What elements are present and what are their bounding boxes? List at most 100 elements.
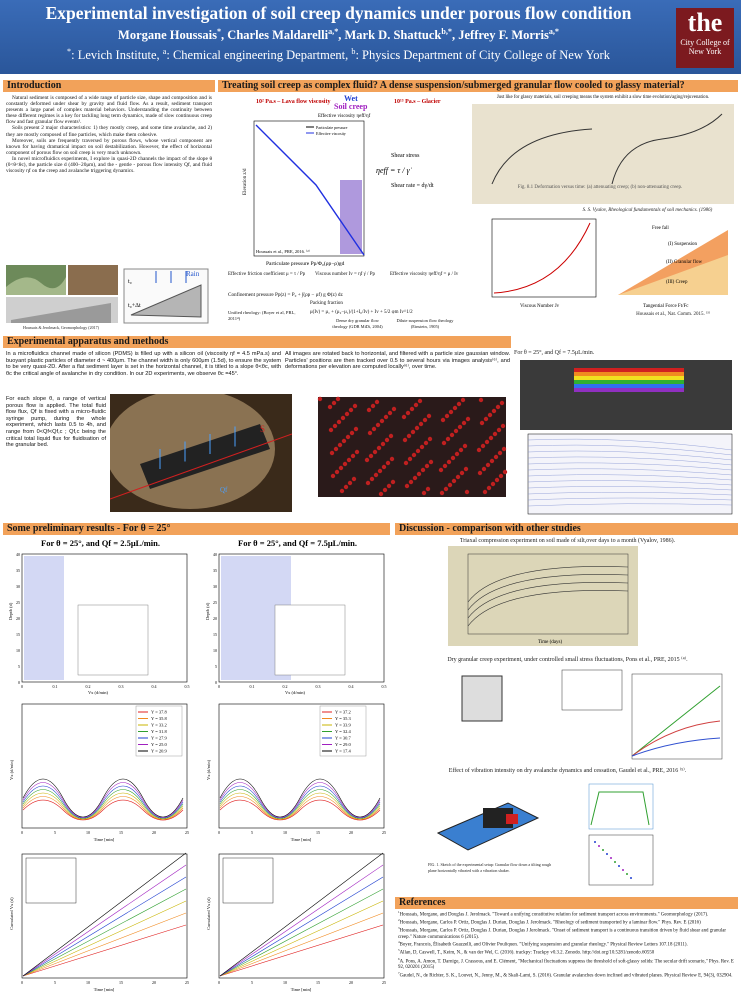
legend-label: Y = 33.2 (151, 723, 167, 728)
text: Effective friction coefficient μ = τ / P… (228, 272, 306, 277)
curve (631, 685, 721, 757)
label: Particulate pressure Pp/Φ₀(ρp−ρ)gd (266, 260, 345, 267)
particle (367, 430, 373, 436)
reference-text: Gaudel, N., de Richter, S. K., Louvet, N… (399, 973, 733, 979)
paragraph: Soils present 2 major characteristics: 1… (6, 125, 212, 138)
particle (423, 440, 429, 446)
particle (405, 410, 411, 416)
band (574, 388, 684, 392)
trace (219, 789, 381, 819)
figure: Free fall (I) Suspension (II) Granular flo… (608, 215, 736, 310)
caption: Fig. 8.1 Deformation versus time: (a) at… (517, 185, 683, 190)
text: Confinement pressure Pp(z) = P₀ + ∫(ρp −… (228, 292, 343, 298)
author-mark: a,* (328, 27, 339, 36)
particle (453, 428, 459, 434)
trace (22, 799, 184, 821)
figure: 0 5 10 15 20 25 30 35 40 0 0.1 0.2 0.3 0.4 0.5 Vx (d/mi… (205, 550, 390, 695)
trace (22, 912, 187, 977)
reference-number: 5 (398, 948, 400, 953)
trace (527, 480, 733, 486)
tick-label: 10 (283, 980, 287, 985)
curve (631, 737, 721, 757)
section-title: Some preliminary results - For θ = 25° (3, 523, 390, 535)
tick-label: 25 (382, 830, 386, 835)
tick-label: 35 (16, 568, 20, 573)
particle (441, 440, 447, 446)
particle (333, 446, 339, 452)
particle (494, 477, 500, 483)
particle (484, 439, 490, 445)
tick-label: 20 (349, 980, 353, 985)
particle (347, 480, 353, 486)
particle (372, 449, 378, 455)
reference-text: Houssais, Morgane, and Douglas J. Jerolm… (399, 912, 709, 918)
particle (488, 435, 494, 441)
particle (428, 459, 434, 465)
legend: Effective viscosity (316, 131, 346, 136)
tick-label: 5 (54, 830, 56, 835)
intro-text: Natural sediment is composed of a wide r… (6, 95, 212, 174)
tick-label: 20 (152, 980, 156, 985)
caption: Dry granular creep experiment, under con… (447, 657, 688, 663)
trace (22, 778, 184, 818)
tick-label: 20 (213, 616, 217, 621)
figure (428, 778, 548, 863)
trace (22, 864, 187, 977)
particle (339, 488, 345, 494)
tick-label: 0.1 (250, 684, 255, 689)
author-mark: a,* (548, 27, 559, 36)
tick-label: 0.2 (86, 684, 91, 689)
label: Elevation z/d (243, 168, 248, 195)
particle (336, 419, 342, 425)
curve (467, 574, 629, 611)
particle (449, 432, 455, 438)
caption: Triaxal compression experiment on soil m… (459, 538, 676, 544)
inset (222, 857, 274, 904)
axis-label: Vx (d/min) (9, 759, 14, 780)
apparatus (506, 814, 518, 824)
legend-label: Y = 33.9 (335, 723, 351, 728)
particle (365, 480, 371, 486)
particle (342, 461, 348, 467)
particle (496, 427, 502, 433)
tick-label: 0 (21, 830, 23, 835)
particle (346, 457, 352, 463)
tick-label: 0.4 (349, 684, 354, 689)
tick-label: 35 (213, 568, 217, 573)
tick-label: 25 (213, 600, 217, 605)
label: Soil creep (334, 102, 368, 111)
trace (219, 864, 384, 977)
trace (527, 450, 733, 461)
particle (375, 422, 381, 428)
tick-label: 5 (251, 830, 253, 835)
tick-label: 10 (213, 648, 217, 653)
references: 1Houssais, Morgane, and Douglas J. Jerol… (398, 910, 736, 979)
point (602, 849, 604, 851)
tick-label: 15 (119, 830, 123, 835)
figure: Y = 37.2Y = 35.3 Y = 33.9Y = 32.4 Y = 30.7… (205, 700, 390, 843)
particle (462, 443, 468, 449)
text: Packing fraction (310, 301, 343, 306)
tick-label: 0.4 (152, 684, 157, 689)
point (614, 861, 616, 863)
trace (527, 456, 733, 466)
particle (493, 454, 499, 460)
particle (442, 463, 448, 469)
particle (369, 476, 375, 482)
legend-label: Y = 31.8 (151, 729, 167, 734)
tick-label: 15 (119, 980, 123, 985)
inset (25, 857, 77, 904)
particle (389, 456, 395, 462)
tick-label: 0 (21, 684, 23, 689)
point (606, 853, 608, 855)
tick-label: 25 (16, 600, 20, 605)
particle (409, 406, 415, 412)
particle (353, 426, 359, 432)
particle (452, 405, 458, 411)
legend-label: Y = 37.2 (335, 710, 351, 715)
particle (412, 475, 418, 481)
tick-label: 20 (152, 830, 156, 835)
label: Rain (186, 270, 200, 278)
tick-label: 5 (215, 664, 217, 669)
creep-zone (340, 180, 362, 254)
